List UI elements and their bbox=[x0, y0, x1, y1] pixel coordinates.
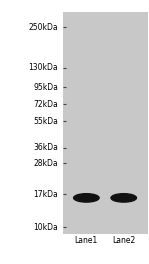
Text: Lane1: Lane1 bbox=[75, 236, 98, 245]
Text: 10kDa: 10kDa bbox=[33, 223, 58, 232]
Text: 130kDa: 130kDa bbox=[28, 63, 58, 72]
Text: 250kDa: 250kDa bbox=[28, 23, 58, 32]
Text: 95kDa: 95kDa bbox=[33, 83, 58, 92]
Text: 17kDa: 17kDa bbox=[33, 190, 58, 199]
Text: 36kDa: 36kDa bbox=[33, 143, 58, 152]
Text: 28kDa: 28kDa bbox=[34, 159, 58, 168]
Ellipse shape bbox=[111, 194, 136, 202]
Text: 55kDa: 55kDa bbox=[33, 117, 58, 126]
Ellipse shape bbox=[74, 194, 99, 202]
Text: Lane2: Lane2 bbox=[112, 236, 135, 245]
Text: 72kDa: 72kDa bbox=[33, 100, 58, 109]
